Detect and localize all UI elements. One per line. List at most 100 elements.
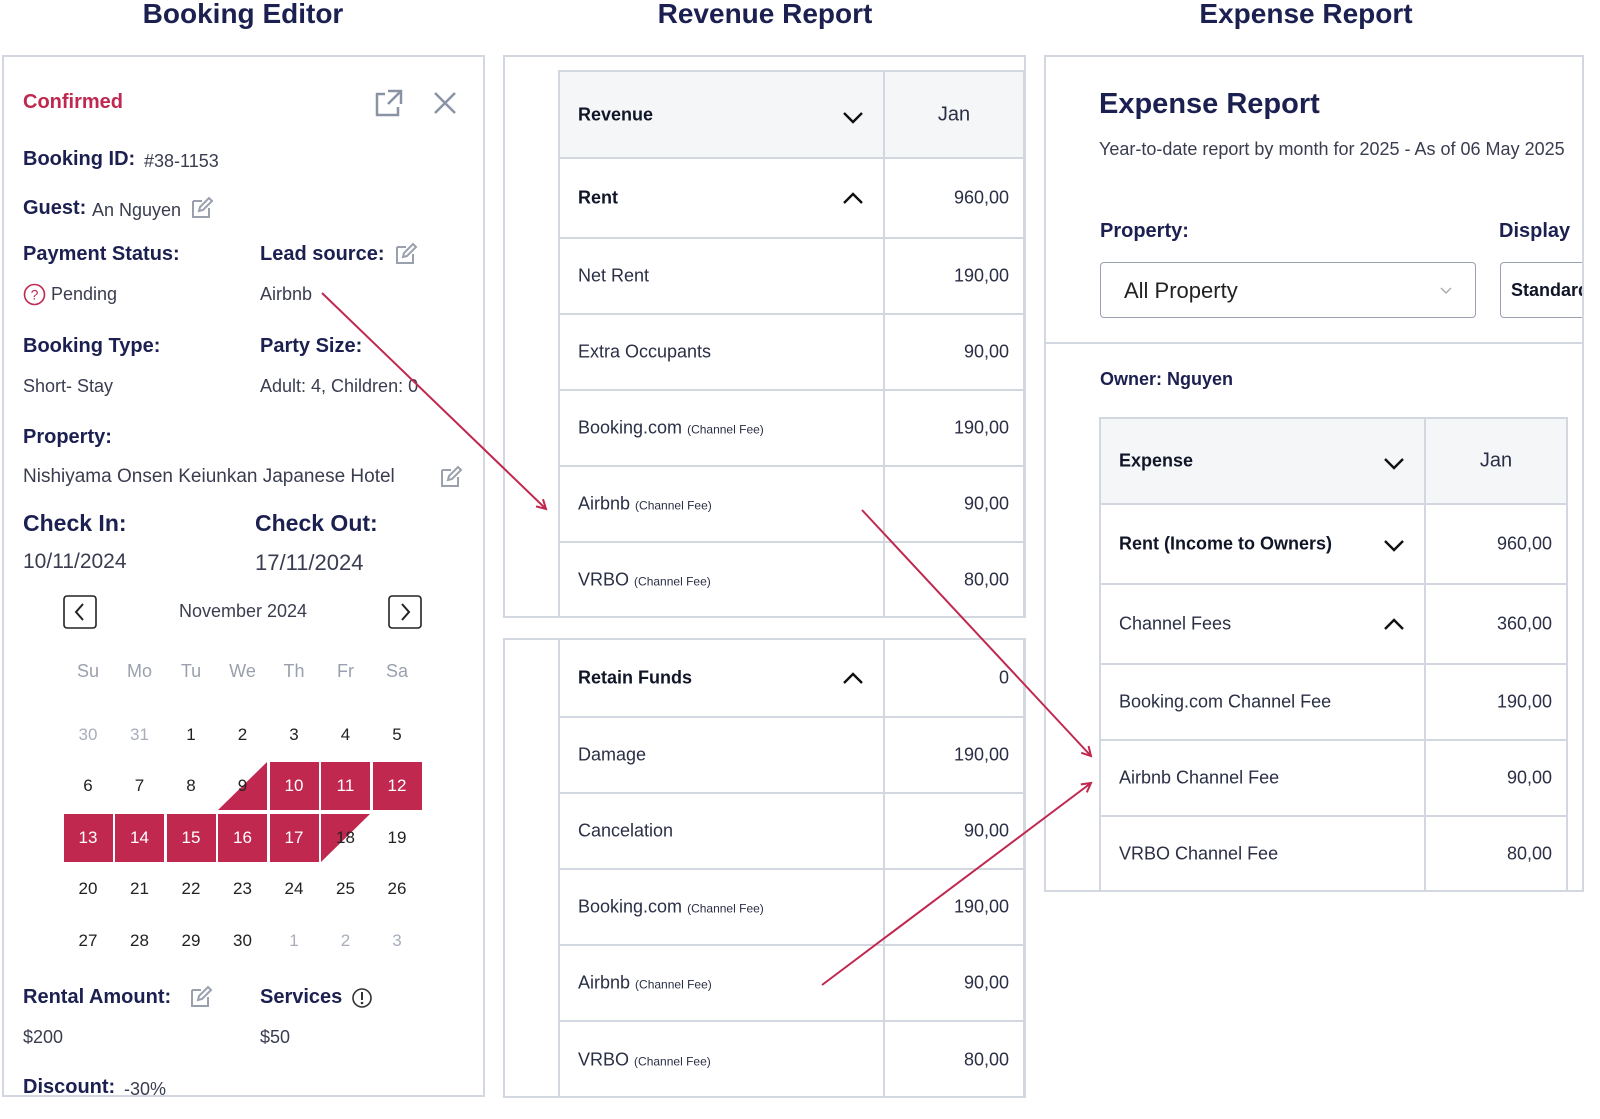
row-label-cell: Cancelation: [558, 794, 883, 870]
section-title: Expense Report: [1199, 0, 1413, 29]
selected-day-bg: [166, 814, 216, 862]
row-label: Damage: [578, 744, 647, 765]
row-label: Rent (Income to Owners): [1119, 533, 1333, 554]
calendar-day: 21: [130, 879, 149, 898]
row-value-cell: 960,00: [883, 159, 1024, 239]
row-value: 190,00: [953, 896, 1009, 917]
edit-property-button[interactable]: [439, 465, 463, 489]
calendar-day: 31: [130, 725, 149, 744]
calendar-day: 2: [340, 931, 351, 950]
selected-day-bg: [269, 814, 319, 862]
edit-lead-button[interactable]: [394, 242, 418, 266]
row-value: 360,00: [1496, 613, 1552, 634]
row-label: VRBO (Channel Fee): [578, 569, 711, 590]
expense-table: Expense Jan Rent (Income to Owners) 960,00 C…: [1046, 57, 1582, 890]
calendar-day: 6: [83, 776, 93, 795]
weekday: Fr: [337, 661, 354, 681]
row-value: 90,00: [1506, 767, 1552, 788]
row-value: 190,00: [953, 417, 1009, 438]
prev-month-button[interactable]: [63, 595, 97, 629]
row-value: 0: [998, 667, 1009, 688]
row-note: (Channel Fee): [635, 977, 712, 992]
payment-label: Payment Status:: [23, 243, 180, 265]
owner: Owner: Nguyen: [1100, 369, 1234, 389]
calendar-month: November 2024: [178, 601, 308, 621]
row-value-cell: 190,00: [1424, 665, 1568, 741]
calendar-day: 27: [78, 931, 98, 950]
weekday: Tu: [180, 661, 202, 681]
expense-title: Expense Report: [1099, 88, 1320, 120]
row-label: Cancelation: [578, 820, 674, 841]
row-value: 90,00: [963, 493, 1009, 514]
toggle-button[interactable]: [841, 667, 865, 691]
section-title: Booking Editor: [142, 0, 344, 29]
calendar-day: 14: [130, 828, 149, 847]
weekday: Sa: [385, 661, 409, 681]
calendar-day: 28: [130, 931, 149, 950]
calendar-day: 29: [181, 931, 201, 950]
row-value-cell: 90,00: [883, 467, 1024, 543]
checkin-label: Check In:: [23, 510, 127, 536]
open-external-button[interactable]: [374, 88, 404, 118]
lead: Airbnb: [260, 284, 313, 304]
calendar-day: 17: [284, 828, 304, 847]
row-label: Rent: [578, 187, 618, 208]
selected-day-bg: [321, 762, 370, 810]
property-value: All Property: [1124, 278, 1238, 303]
expense-panel: Expense Report Year-to-date report by mon…: [1044, 55, 1584, 892]
row-label-cell: Booking.com (Channel Fee): [558, 391, 883, 467]
property-select[interactable]: All Property: [1100, 262, 1476, 318]
row-label-cell: Booking.com (Channel Fee): [558, 870, 883, 946]
row-value-cell: 190,00: [883, 239, 1024, 315]
close-button[interactable]: [432, 90, 458, 116]
toggle-button[interactable]: [1382, 613, 1406, 637]
calendar-day: 25: [336, 879, 355, 898]
edit-guest-button[interactable]: [190, 196, 214, 220]
row-label-cell: Channel Fees: [1099, 585, 1424, 665]
month-header-cell: Jan: [1424, 417, 1568, 505]
booking-editor-panel: Confirmed Booking ID: #38-1153 Guest: An Ngu…: [2, 55, 485, 1097]
toggle-button[interactable]: [1382, 451, 1406, 475]
calendar-day: 13: [78, 828, 98, 847]
section-title: Revenue Report: [657, 0, 873, 29]
party: Adult: 4, Children: 0: [260, 376, 419, 396]
dropdown-caret: [1440, 287, 1452, 294]
weekday: Su: [76, 661, 100, 681]
month-header-cell: Jan: [883, 70, 1024, 159]
discount: -30%: [124, 1079, 167, 1097]
display-select[interactable]: Standard: [1500, 262, 1582, 318]
row-value: 190,00: [1496, 691, 1552, 712]
selected-day-bg: [115, 814, 164, 862]
rental-label: Rental Amount:: [23, 986, 172, 1008]
toggle-button[interactable]: [841, 187, 865, 211]
row-label: Extra Occupants: [578, 341, 712, 362]
month-header: Jan: [1479, 449, 1513, 472]
row-value: 960,00: [1496, 533, 1552, 554]
calendar-day: 2: [237, 725, 248, 744]
calendar-day: 11: [336, 776, 355, 795]
selected-day-bg: [218, 814, 267, 862]
row-label-cell: Rent (Income to Owners): [1099, 505, 1424, 585]
month-header: Jan: [937, 103, 971, 125]
edit-rental-button[interactable]: [189, 985, 213, 1009]
revenue-panel: Revenue Jan Rent 960,00 Net Rent 190,00 Extra …: [503, 55, 1026, 618]
row-value: 960,00: [953, 187, 1009, 208]
selected-day-bg: [372, 762, 422, 810]
svg-text:?: ?: [31, 287, 39, 303]
row-label: Booking.com Channel Fee: [1119, 691, 1332, 712]
next-month-button[interactable]: [388, 595, 422, 629]
calendar-day: 4: [340, 725, 351, 744]
calendar-day: 19: [387, 828, 407, 847]
toggle-button[interactable]: [841, 105, 865, 129]
type: Short- Stay: [23, 376, 114, 396]
payment: Pending: [51, 284, 118, 304]
row-value-cell: 0: [883, 640, 1024, 718]
row-label: Airbnb (Channel Fee): [578, 493, 712, 514]
guest: An Nguyen: [92, 200, 182, 220]
row-value-cell: 90,00: [883, 946, 1024, 1022]
weekday: Mo: [126, 661, 153, 681]
selected-day-bg: [63, 814, 113, 862]
toggle-button[interactable]: [1382, 533, 1406, 557]
